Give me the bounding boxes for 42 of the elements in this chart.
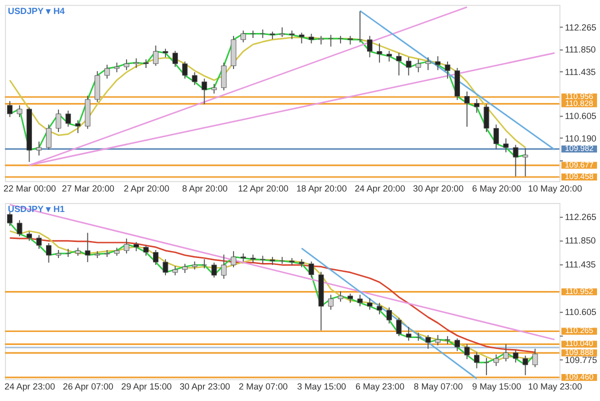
x-tick-label: 8 Apr 20:00 [182, 184, 228, 194]
ref-line-label: 110.952 [565, 286, 594, 296]
x-tick-label: 6 May 23:00 [355, 382, 404, 392]
ref-line-label: 109.458 [564, 172, 594, 181]
y-tick-label: 111.850 [564, 44, 596, 55]
x-tick-label: 18 Apr 20:00 [296, 184, 347, 194]
y-tick-label: 109.775 [564, 354, 598, 365]
chart-title: USDJPY ▾ H4 [8, 6, 65, 16]
x-tick-label: 27 Mar 20:00 [62, 184, 114, 194]
y-tick-label: 110.605 [564, 111, 596, 122]
ref-line-label: 109.677 [564, 160, 594, 170]
x-tick-label: 29 Apr 15:00 [121, 382, 172, 392]
y-tick-label: 111.435 [564, 260, 596, 270]
y-tick-label: 110.605 [564, 307, 596, 318]
x-tick-label: 22 Mar 00:00 [4, 184, 56, 194]
x-tick-label: 10 May 23:00 [528, 382, 582, 392]
ref-line-label: 110.828 [565, 98, 594, 108]
x-tick-label: 3 May 15:00 [297, 382, 346, 392]
y-tick-label: 112.265 [564, 212, 596, 222]
x-tick-label: 30 Apr 20:00 [413, 184, 464, 194]
x-tick-label: 24 Apr 23:00 [4, 382, 56, 392]
x-tick-label: 2 Apr 20:00 [124, 184, 170, 194]
x-tick-label: 6 May 20:00 [472, 184, 522, 194]
ref-line-label: 110.040 [565, 339, 594, 348]
ref-line-label: 109.982 [564, 144, 594, 153]
x-tick-label: 30 Apr 23:00 [180, 382, 230, 392]
x-tick-label: 10 May 20:00 [528, 184, 582, 194]
ref-line-label: 110.265 [565, 326, 594, 336]
x-tick-label: 12 Apr 20:00 [238, 184, 289, 194]
y-tick-label: 111.850 [564, 236, 596, 246]
y-tick-label: 110.190 [564, 133, 596, 144]
x-tick-label: 26 Apr 07:00 [62, 382, 114, 392]
y-tick-label: 112.265 [564, 22, 596, 33]
ref-line-label: 109.460 [564, 372, 594, 382]
y-tick-label: 111.435 [564, 66, 596, 77]
x-tick-label: 24 Apr 20:00 [354, 184, 406, 194]
ref-line-label: 110.956 [565, 92, 594, 101]
chart-title: USDJPY ▾ H1 [8, 204, 65, 214]
x-tick-label: 2 May 07:00 [238, 382, 288, 392]
x-tick-label: 8 May 07:00 [414, 382, 463, 392]
ref-line-label: 109.888 [564, 348, 594, 357]
x-tick-label: 9 May 15:00 [472, 382, 522, 392]
